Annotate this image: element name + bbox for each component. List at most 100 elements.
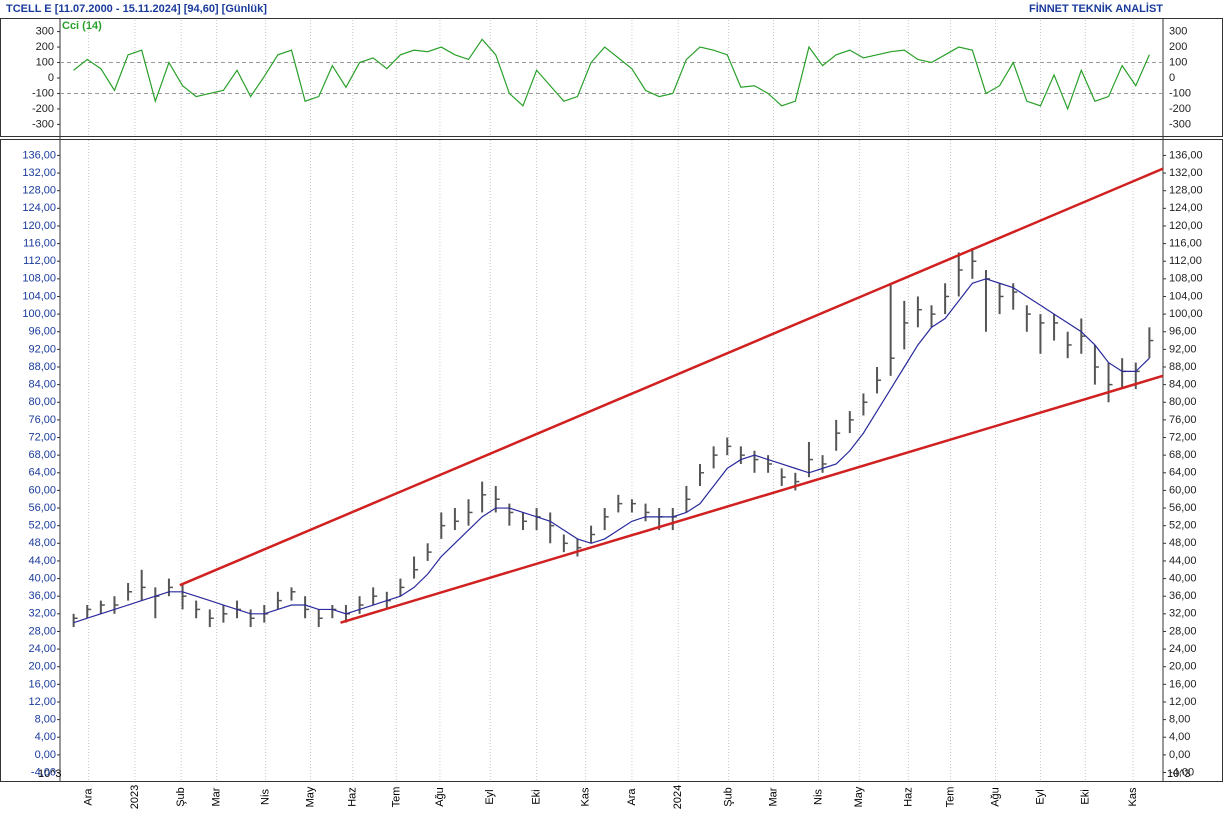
y-tick-label: 52,00 xyxy=(1169,520,1197,532)
x-tick-label: Nis xyxy=(260,789,272,805)
y-tick-label: 16,00 xyxy=(1169,678,1197,690)
y-tick-label: 300 xyxy=(1169,26,1187,38)
y-tick-label: 72,00 xyxy=(1169,431,1197,443)
y-tick-label: 40,00 xyxy=(1169,572,1197,584)
y-tick-label: -4,00 xyxy=(31,766,56,778)
y-tick-label: 80,00 xyxy=(28,396,56,408)
y-tick-label: 52,00 xyxy=(28,520,56,532)
y-tick-label: 100,00 xyxy=(22,308,56,320)
y-tick-label: 132,00 xyxy=(1169,167,1203,179)
x-tick-label: Haz xyxy=(902,787,914,807)
y-tick-label: 116,00 xyxy=(1169,237,1202,249)
y-tick-label: 124,00 xyxy=(22,202,56,214)
y-tick-label: 32,00 xyxy=(1169,608,1197,620)
y-tick-label: 68,00 xyxy=(1169,449,1197,461)
header-source: FİNNET TEKNİK ANALİST xyxy=(1029,2,1163,15)
y-tick-label: 12,00 xyxy=(28,696,56,708)
x-tick-label: Şub xyxy=(723,787,735,807)
x-tick-label: Haz xyxy=(347,787,359,807)
trend-line xyxy=(340,374,1164,624)
y-tick-label: 0,00 xyxy=(1169,749,1190,761)
y-tick-label: 64,00 xyxy=(1169,467,1197,479)
y-tick-label: 16,00 xyxy=(28,678,56,690)
x-tick-label: Şub xyxy=(175,787,187,807)
header-title: TCELL E [11.07.2000 - 15.11.2024] [94,60… xyxy=(6,3,267,15)
y-tick-label: 40,00 xyxy=(28,572,56,584)
y-tick-label: 96,00 xyxy=(28,326,56,338)
y-tick-label: 120,00 xyxy=(1169,220,1203,232)
y-tick-label: 200 xyxy=(36,41,54,53)
y-tick-label: 100,00 xyxy=(1169,308,1203,320)
y-tick-label: 128,00 xyxy=(22,185,56,197)
cci-line xyxy=(73,38,1150,111)
y-tick-label: 12,00 xyxy=(1169,696,1197,708)
unit-label: 10^3 xyxy=(1167,768,1191,780)
y-tick-label: 32,00 xyxy=(28,608,56,620)
y-tick-label: 72,00 xyxy=(28,431,56,443)
y-tick-label: 48,00 xyxy=(1169,537,1197,549)
x-tick-label: Ara xyxy=(626,788,638,806)
y-tick-label: 136,00 xyxy=(1169,149,1203,161)
x-tick-label: Tem xyxy=(390,787,402,808)
y-tick-label: 8,00 xyxy=(1169,714,1190,726)
x-tick-label: Ara xyxy=(83,788,95,806)
y-tick-label: 28,00 xyxy=(1169,625,1197,637)
y-tick-label: 112,00 xyxy=(23,255,56,267)
x-tick-label: Eki xyxy=(531,789,543,804)
cci-title: Cci (14) xyxy=(62,20,102,32)
x-tick-label: Eyl xyxy=(1034,789,1046,804)
y-tick-label: 108,00 xyxy=(1169,273,1203,285)
y-tick-label: 100 xyxy=(1169,56,1187,68)
y-tick-label: 104,00 xyxy=(22,290,56,302)
y-tick-label: 60,00 xyxy=(28,484,56,496)
y-tick-label: 84,00 xyxy=(28,379,56,391)
x-tick-label: Eyl xyxy=(484,789,496,804)
x-tick-label: Kas xyxy=(1127,787,1139,806)
y-tick-label: 120,00 xyxy=(22,220,56,232)
x-tick-label: Mar xyxy=(211,787,223,806)
y-tick-label: 68,00 xyxy=(28,449,56,461)
y-tick-label: 104,00 xyxy=(1169,290,1203,302)
y-tick-label: 92,00 xyxy=(1169,343,1197,355)
trend-line xyxy=(179,167,1164,587)
y-tick-label: 92,00 xyxy=(28,343,56,355)
y-tick-label: -200 xyxy=(1169,103,1191,115)
y-tick-label: 8,00 xyxy=(35,714,56,726)
y-tick-label: 80,00 xyxy=(1169,396,1197,408)
y-tick-label: -300 xyxy=(1169,118,1191,130)
y-tick-label: 60,00 xyxy=(1169,484,1197,496)
x-tick-label: May xyxy=(853,786,865,807)
y-tick-label: 108,00 xyxy=(22,273,56,285)
x-tick-label: Nis xyxy=(812,789,824,805)
y-tick-label: 36,00 xyxy=(28,590,56,602)
y-tick-label: 88,00 xyxy=(28,361,56,373)
y-tick-label: 124,00 xyxy=(1169,202,1203,214)
y-tick-label: 0 xyxy=(48,72,54,84)
y-tick-label: 0 xyxy=(1169,72,1175,84)
y-tick-label: 136,00 xyxy=(22,149,56,161)
y-tick-label: 116,00 xyxy=(23,237,56,249)
y-tick-label: 0,00 xyxy=(35,749,56,761)
y-tick-label: -300 xyxy=(32,118,54,130)
x-tick-label: 2023 xyxy=(129,785,141,809)
x-tick-label: 2024 xyxy=(672,785,684,809)
moving-average xyxy=(73,278,1150,624)
y-tick-label: 44,00 xyxy=(1169,555,1197,567)
y-tick-label: 20,00 xyxy=(1169,661,1197,673)
y-tick-label: 20,00 xyxy=(28,661,56,673)
y-tick-label: 44,00 xyxy=(28,555,56,567)
y-tick-label: 76,00 xyxy=(28,414,56,426)
y-tick-label: 64,00 xyxy=(28,467,56,479)
y-tick-label: 24,00 xyxy=(1169,643,1197,655)
y-tick-label: 48,00 xyxy=(28,537,56,549)
x-tick-label: Mar xyxy=(767,787,779,806)
y-tick-label: 200 xyxy=(1169,41,1187,53)
y-tick-label: 4,00 xyxy=(1169,731,1190,743)
y-tick-label: 300 xyxy=(36,26,54,38)
y-tick-label: 84,00 xyxy=(1169,379,1197,391)
y-tick-label: 24,00 xyxy=(28,643,56,655)
y-tick-label: 132,00 xyxy=(22,167,56,179)
y-tick-label: 112,00 xyxy=(1169,255,1202,267)
